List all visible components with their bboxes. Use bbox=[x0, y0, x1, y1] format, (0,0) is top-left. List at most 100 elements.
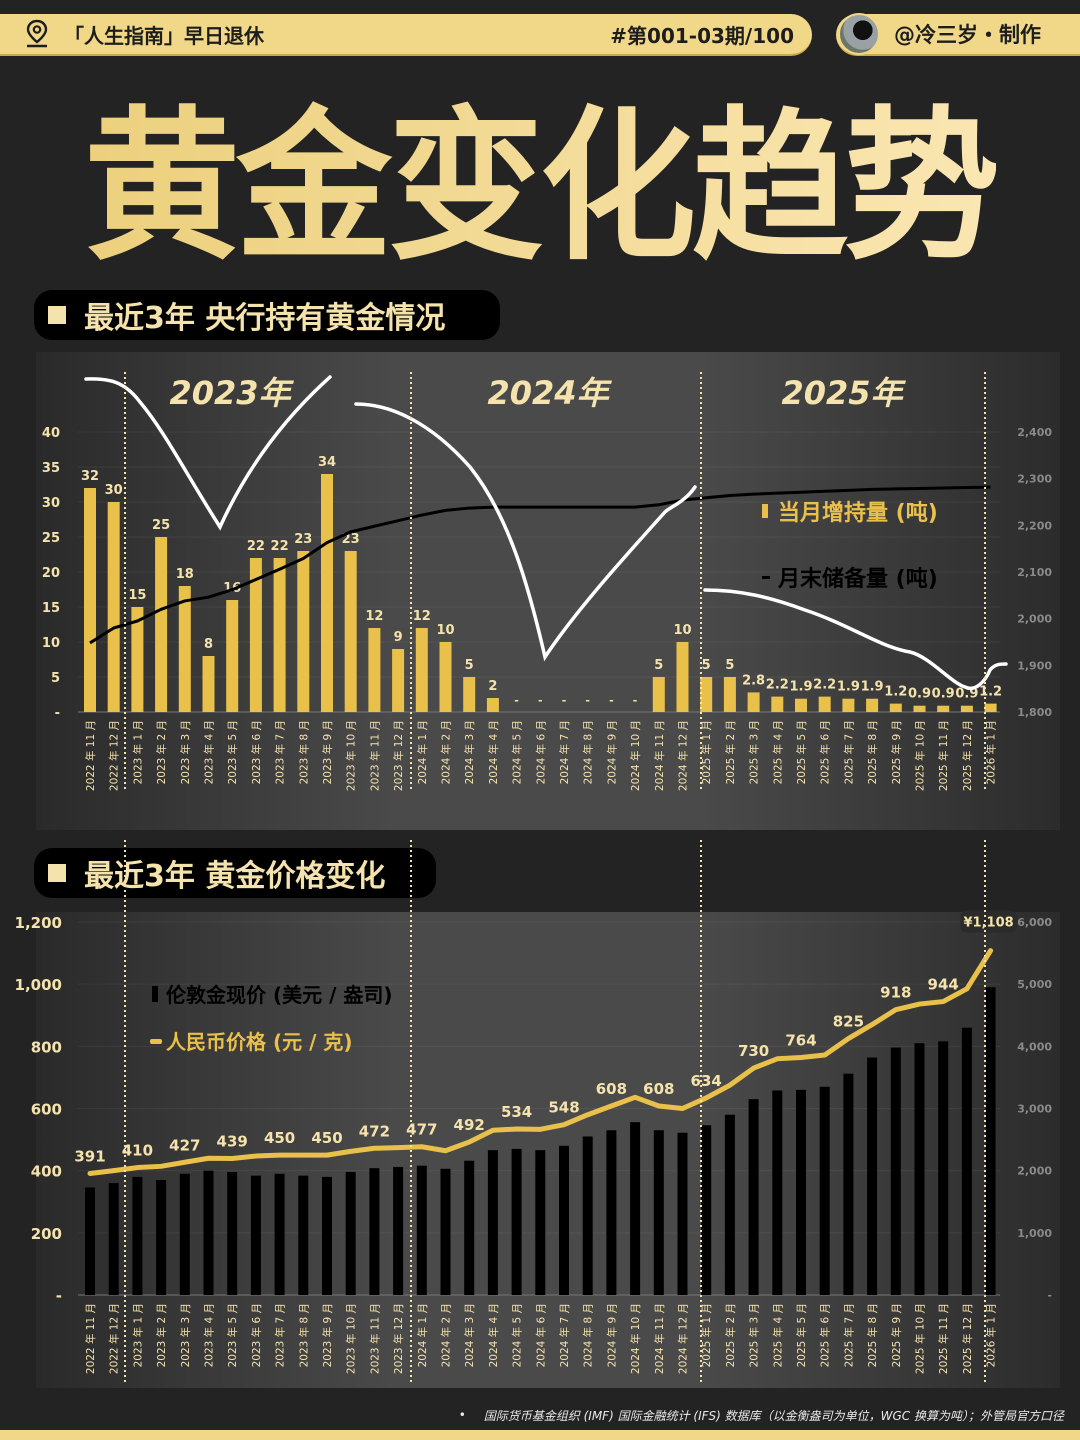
year-label: 2024年 bbox=[487, 374, 612, 412]
x-axis-label: 2023 年 10 月 bbox=[345, 1303, 358, 1374]
bar-monthly-purchase bbox=[202, 656, 215, 712]
right-axis-tick: 2,200 bbox=[1017, 519, 1052, 532]
x-axis-label: 2024 年 4 月 bbox=[487, 1303, 500, 1367]
bar-monthly-purchase bbox=[818, 696, 831, 712]
bar-monthly-purchase bbox=[652, 677, 665, 712]
x-axis-label: 2024 年 9 月 bbox=[605, 1303, 618, 1367]
bar-value-label: 5 bbox=[702, 658, 711, 673]
bar-london-spot bbox=[724, 1114, 735, 1295]
line-value-label: 764 bbox=[785, 1032, 816, 1050]
bar-monthly-purchase bbox=[107, 502, 120, 712]
bar-value-label: 25 bbox=[152, 518, 170, 533]
right-axis-tick: 1,900 bbox=[1017, 659, 1052, 672]
x-axis-label: 2023 年 4 月 bbox=[203, 1303, 216, 1367]
price-chart-panel bbox=[36, 912, 1060, 1388]
x-axis-label: 2025 年 2 月 bbox=[724, 1303, 737, 1367]
x-axis-label: 2023 年 11 月 bbox=[368, 720, 381, 791]
bar-monthly-purchase bbox=[321, 474, 333, 712]
line-value-label: 472 bbox=[359, 1122, 390, 1140]
year-label: 2025年 bbox=[781, 374, 906, 412]
right-axis-tick: 2,300 bbox=[1017, 473, 1052, 486]
legend-label: 月末储备量 (吨) bbox=[777, 566, 938, 592]
x-axis-label: 2023 年 1 月 bbox=[131, 720, 144, 784]
header-banner: 「人生指南」早日退休 #第001-03期/100 bbox=[0, 14, 812, 56]
x-axis-label: 2025 年 7 月 bbox=[842, 1303, 855, 1367]
line-value-label: 450 bbox=[311, 1129, 342, 1147]
section-heading: 最近3年 央行持有黄金情况 bbox=[84, 301, 446, 336]
x-axis-label: 2025 年 11 月 bbox=[937, 720, 950, 791]
x-axis-label: 2023 年 2 月 bbox=[155, 720, 168, 784]
bar-value-label: 2.2 bbox=[766, 678, 789, 693]
x-axis-label: 2023 年 5 月 bbox=[226, 720, 239, 784]
x-axis-label: 2025 年 10 月 bbox=[914, 720, 927, 791]
bar-london-spot bbox=[322, 1176, 332, 1295]
x-axis-label: 2025 年 3 月 bbox=[748, 1303, 761, 1367]
bar-monthly-purchase bbox=[273, 558, 286, 712]
bar-london-spot bbox=[274, 1173, 285, 1295]
bar-monthly-purchase bbox=[249, 558, 262, 712]
x-axis-label: 2025 年 7 月 bbox=[842, 720, 855, 784]
right-axis-tick: 2,100 bbox=[1017, 566, 1052, 579]
bar-london-spot bbox=[511, 1148, 522, 1295]
x-axis-label: 2025 年 1 月 bbox=[700, 720, 713, 784]
bar-value-label: 23 bbox=[342, 532, 360, 547]
x-axis-label: 2022 年 12 月 bbox=[108, 1303, 121, 1374]
x-axis-label: 2024 年 10 月 bbox=[629, 720, 642, 791]
bar-value-label: - bbox=[538, 694, 543, 707]
x-axis-label: 2024 年 12 月 bbox=[677, 1303, 690, 1374]
bar-monthly-purchase bbox=[842, 698, 855, 712]
reserves-chart-panel bbox=[36, 352, 1060, 830]
right-axis-tick: 4,000 bbox=[1017, 1040, 1052, 1053]
bar-london-spot bbox=[748, 1099, 759, 1295]
x-axis-label: 2024 年 4 月 bbox=[487, 720, 500, 784]
left-axis-tick: 20 bbox=[42, 566, 60, 581]
bar-london-spot bbox=[914, 1043, 925, 1295]
bar-monthly-purchase bbox=[84, 488, 96, 712]
bar-london-spot bbox=[416, 1165, 427, 1295]
bar-london-spot bbox=[108, 1183, 119, 1295]
left-axis-tick: 200 bbox=[31, 1225, 62, 1243]
bar-value-label: 1.9 bbox=[837, 680, 860, 695]
line-value-label: 634 bbox=[691, 1072, 722, 1090]
bar-value-label: 0.9 bbox=[932, 687, 955, 702]
x-axis-label: 2022 年 11 月 bbox=[84, 720, 97, 791]
left-axis-tick: 1,000 bbox=[15, 976, 62, 994]
x-axis-label: 2026 年 1 月 bbox=[985, 1303, 998, 1367]
left-axis-tick: 1,200 bbox=[15, 914, 62, 932]
reserve-line bbox=[89, 485, 991, 645]
x-axis-label: 2024 年 10 月 bbox=[629, 1303, 642, 1374]
x-axis-label: 2023 年 6 月 bbox=[250, 720, 263, 784]
price-chart: - 200 400 600 800 1,000 1,200 - 1,000 2,000 3,000 4… bbox=[15, 910, 1052, 1374]
right-axis-tick: 2,400 bbox=[1017, 426, 1052, 439]
x-axis-label: 2022 年 12 月 bbox=[108, 720, 121, 791]
bar-london-spot bbox=[843, 1073, 854, 1295]
bar-london-spot bbox=[582, 1136, 593, 1295]
bar-value-label: 30 bbox=[105, 483, 123, 498]
bar-london-spot bbox=[298, 1175, 309, 1295]
x-axis-label: 2025 年 5 月 bbox=[795, 1303, 808, 1367]
bar-value-label: - bbox=[609, 694, 614, 707]
bar-value-label: 1.2 bbox=[884, 685, 907, 700]
x-axis-label: 2024 年 11 月 bbox=[653, 720, 666, 791]
x-axis-label: 2024 年 3 月 bbox=[463, 720, 476, 784]
left-axis-tick: - bbox=[56, 1287, 62, 1305]
bar-london-spot bbox=[701, 1125, 712, 1295]
x-axis-label: 2024 年 1 月 bbox=[416, 1303, 429, 1367]
x-axis-label: 2025 年 9 月 bbox=[890, 1303, 903, 1367]
callout-value: ¥1,108 bbox=[964, 916, 1014, 931]
bar-value-label: 5 bbox=[654, 658, 663, 673]
right-axis-tick: 1,000 bbox=[1017, 1227, 1052, 1240]
bar-value-label: 15 bbox=[128, 588, 146, 603]
x-axis-label: 2023 年 8 月 bbox=[297, 1303, 310, 1367]
bar-value-label: 5 bbox=[465, 658, 474, 673]
x-axis-label: 2024 年 12 月 bbox=[677, 720, 690, 791]
bar-monthly-purchase bbox=[795, 698, 807, 712]
bar-monthly-purchase bbox=[226, 600, 239, 712]
line-value-label: 534 bbox=[501, 1103, 532, 1121]
x-axis-label: 2023 年 9 月 bbox=[321, 1303, 334, 1367]
bar-london-spot bbox=[938, 1041, 949, 1295]
x-axis-label: 2024 年 7 月 bbox=[558, 1303, 571, 1367]
legend-bar-icon bbox=[762, 504, 768, 518]
rmb-price-line bbox=[87, 948, 994, 1176]
x-axis-label: 2024 年 7 月 bbox=[558, 720, 571, 784]
